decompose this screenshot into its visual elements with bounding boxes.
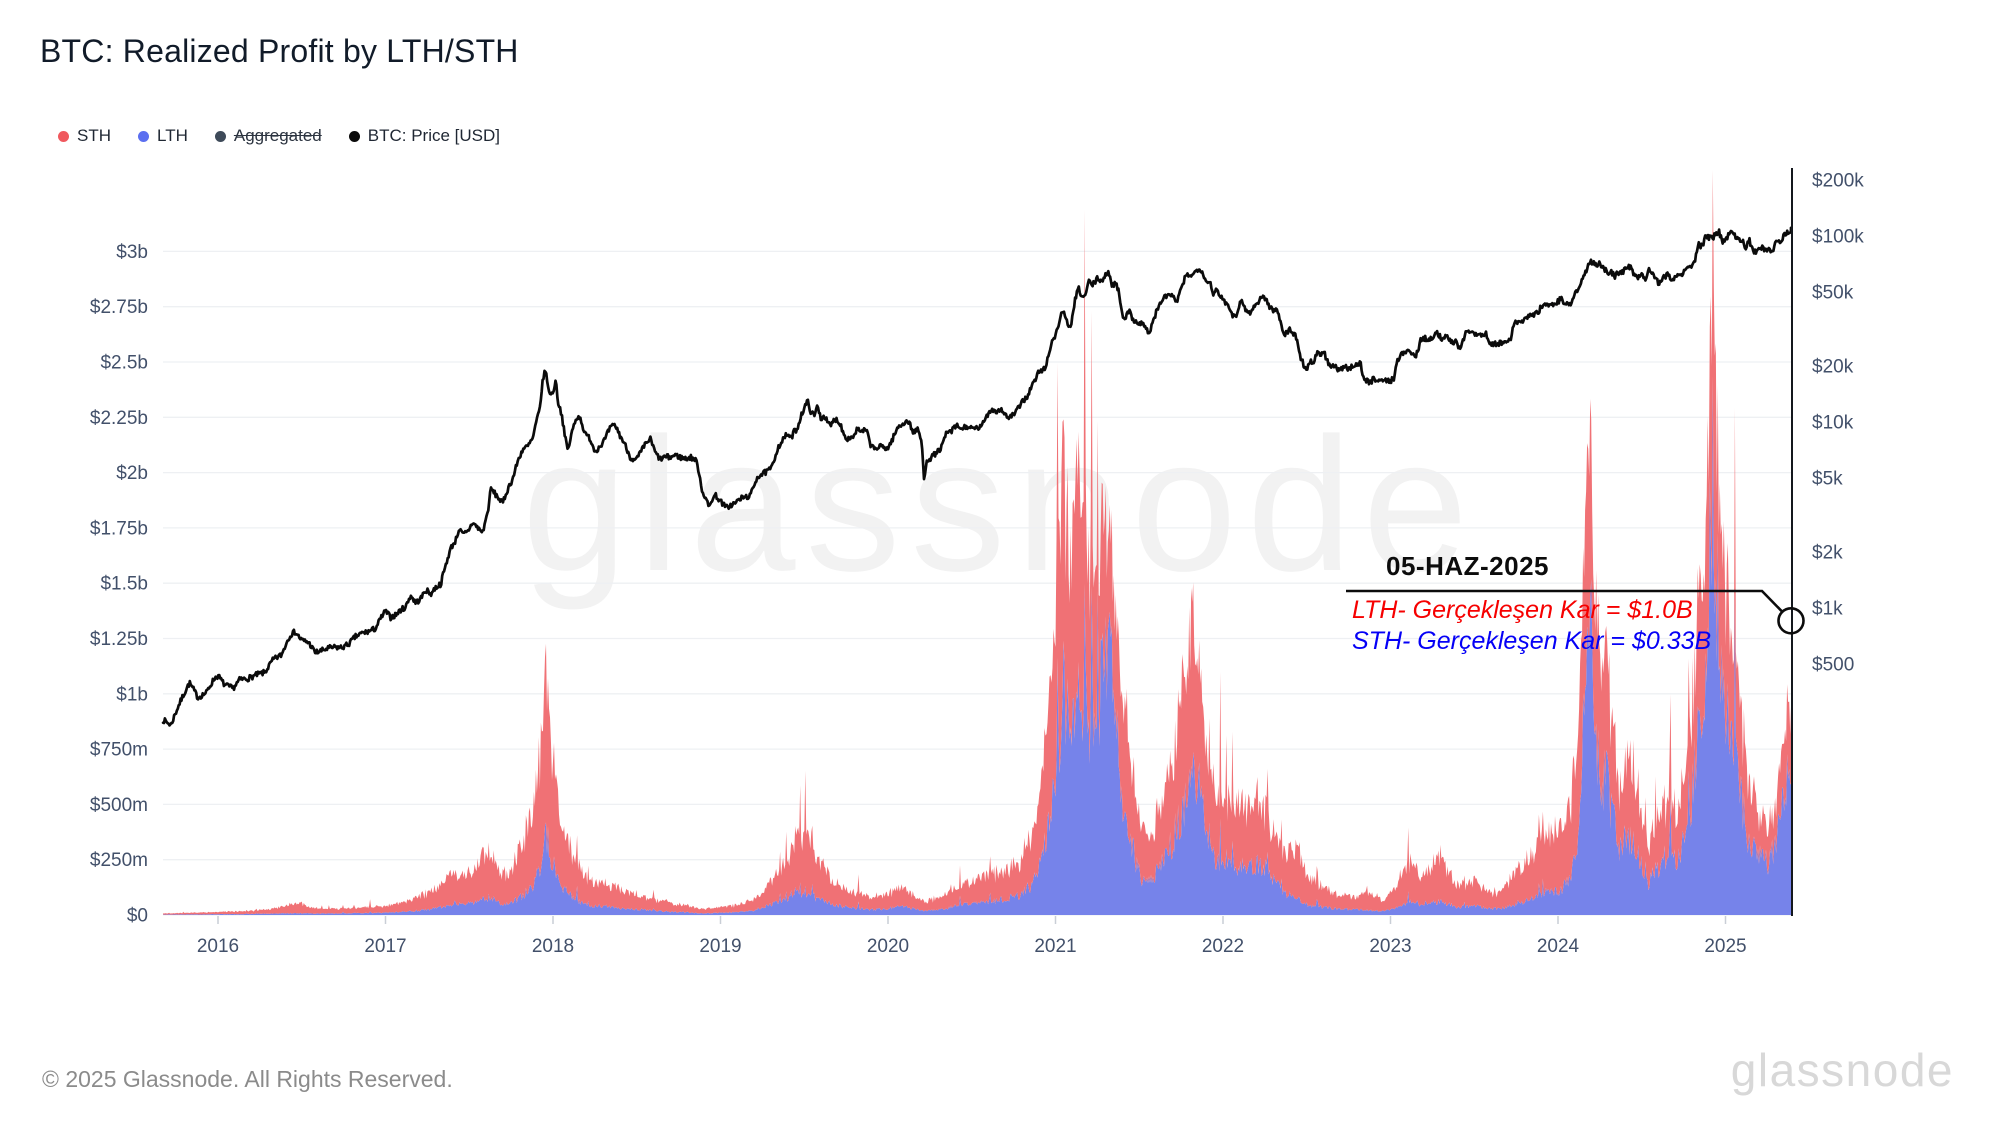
glassnode-watermark-center: glassnode <box>521 399 1479 611</box>
btc-price-line <box>161 226 1793 727</box>
copyright-text: © 2025 Glassnode. All Rights Reserved. <box>42 1066 453 1092</box>
btc-price-dot-icon <box>348 130 360 142</box>
y-axis-left-label: $3b <box>116 242 148 263</box>
legend-item-aggregated[interactable]: Aggregated <box>214 126 322 146</box>
x-axis-label: 2020 <box>867 936 909 957</box>
y-axis-left-label: $0 <box>127 906 148 927</box>
x-axis-label: 2017 <box>364 936 406 957</box>
y-axis-right-label: $50k <box>1812 283 1854 304</box>
lth-area-series <box>163 375 1791 915</box>
y-axis-left-label: $250m <box>90 850 148 871</box>
y-axis-right-label: $5k <box>1812 469 1843 490</box>
legend-item-btc-price[interactable]: BTC: Price [USD] <box>348 126 501 146</box>
sth-dot-icon <box>58 130 69 142</box>
y-axis-right-label: $2k <box>1812 543 1843 564</box>
tooltip-connector-line <box>1346 589 1783 613</box>
lth-dot-icon <box>138 130 149 142</box>
y-axis-left-label: $500m <box>90 795 148 816</box>
legend-item-sth[interactable]: STH <box>58 126 111 146</box>
y-axis-left-label: $1.75b <box>90 518 148 539</box>
aggregated-dot-icon <box>214 130 226 142</box>
gridlines <box>163 250 1792 916</box>
x-axis-label: 2019 <box>699 936 741 957</box>
x-axis-label: 2016 <box>197 936 239 957</box>
y-axis-left-label: $750m <box>90 740 148 761</box>
x-axis-label: 2024 <box>1537 936 1580 957</box>
x-axis-label: 2018 <box>532 936 574 957</box>
legend-label-lth: LTH <box>157 126 188 145</box>
y-axis-right-label: $1k <box>1812 599 1843 620</box>
y-axis-left-label: $2.75b <box>90 297 148 318</box>
legend-label-sth: STH <box>77 126 111 145</box>
tooltip-lth-value: LTH- Gerçekleşen Kar = $1.0B <box>1352 596 1693 624</box>
y-axis-right-label: $20k <box>1812 357 1854 378</box>
legend-label-aggregated: Aggregated <box>233 126 322 145</box>
y-axis-left-label: $2.25b <box>90 408 148 429</box>
chart-legend: STH LTH Aggregated BTC: Price [USD] <box>58 126 500 146</box>
x-axis-label: 2023 <box>1369 936 1411 957</box>
y-axis-left-label: $1.5b <box>100 574 148 595</box>
legend-label-btc-price: BTC: Price [USD] <box>367 126 501 145</box>
x-axis-label: 2021 <box>1034 936 1076 957</box>
y-axis-left-label: $2.5b <box>100 353 148 374</box>
y-axis-right-label: $200k <box>1812 171 1864 192</box>
y-axis-right-label: $10k <box>1812 413 1854 434</box>
x-axis-label: 2025 <box>1704 936 1746 957</box>
legend-item-lth[interactable]: LTH <box>138 126 188 146</box>
y-axis-right-label: $500 <box>1812 655 1854 676</box>
x-axis-label: 2022 <box>1202 936 1244 957</box>
tooltip-sth-value: STH- Gerçekleşen Kar = $0.33B <box>1352 627 1712 655</box>
glassnode-logo: glassnode <box>1730 1044 1954 1096</box>
y-axis-left-label: $1.25b <box>90 629 148 650</box>
y-axis-left-label: $2b <box>116 463 148 484</box>
sth-area-series <box>163 170 1792 915</box>
page-title: BTC: Realized Profit by LTH/STH <box>40 33 519 69</box>
y-axis-right-label: $100k <box>1812 227 1864 248</box>
tooltip-date: 05-HAZ-2025 <box>1386 551 1550 581</box>
latest-point-marker[interactable] <box>1777 606 1805 635</box>
y-axis-left-label: $1b <box>116 684 148 705</box>
